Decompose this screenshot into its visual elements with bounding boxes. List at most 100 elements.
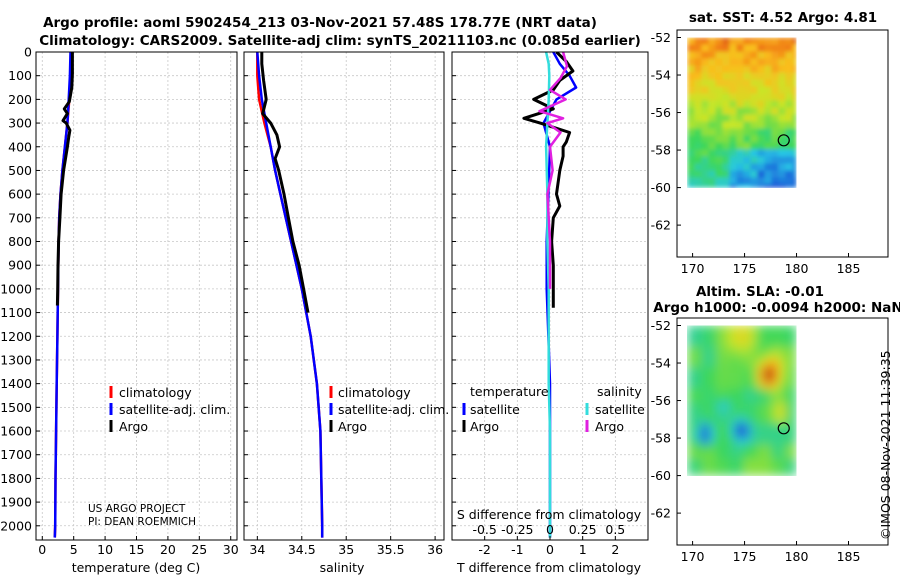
map-cell bbox=[729, 170, 737, 179]
map-cell bbox=[771, 121, 779, 130]
map-cell bbox=[785, 93, 793, 102]
map-cell bbox=[771, 163, 779, 172]
map-cell bbox=[722, 170, 730, 179]
y-tick-label: 1600 bbox=[0, 424, 32, 439]
map-cell bbox=[708, 444, 716, 453]
map-cell bbox=[764, 163, 772, 172]
map-cell bbox=[708, 177, 716, 186]
map-cell bbox=[750, 51, 758, 60]
map-cell bbox=[715, 114, 723, 123]
map-cell bbox=[722, 353, 730, 362]
map-cell bbox=[785, 465, 793, 474]
map-cell bbox=[771, 72, 779, 81]
map-cell bbox=[771, 332, 779, 341]
map-cell bbox=[785, 360, 793, 369]
map-cell bbox=[778, 149, 786, 158]
map-cell bbox=[722, 44, 730, 53]
map-cell bbox=[771, 395, 779, 404]
map-cell bbox=[771, 37, 779, 46]
map-cell bbox=[708, 44, 716, 53]
map-cell bbox=[778, 170, 786, 179]
map-cell bbox=[736, 184, 744, 188]
map-cell bbox=[757, 184, 765, 188]
map-cell bbox=[729, 135, 737, 144]
map-cell bbox=[687, 416, 695, 425]
map-cell bbox=[778, 367, 786, 376]
map-cell bbox=[792, 72, 797, 81]
map-cell bbox=[715, 395, 723, 404]
map-cell bbox=[771, 93, 779, 102]
map-cell bbox=[757, 430, 765, 439]
map-cell bbox=[785, 353, 793, 362]
map-cell bbox=[792, 170, 797, 179]
map-cell bbox=[715, 100, 723, 109]
map-cell bbox=[708, 107, 716, 116]
map-cell bbox=[771, 170, 779, 179]
map-cell bbox=[729, 416, 737, 425]
map-cell bbox=[778, 332, 786, 341]
map-cell bbox=[736, 107, 744, 116]
map-cell bbox=[757, 472, 765, 476]
map-cell bbox=[743, 65, 751, 74]
map-cell bbox=[743, 339, 751, 348]
map-cell bbox=[778, 72, 786, 81]
figure-title-line2: Climatology: CARS2009. Satellite-adj cli… bbox=[39, 33, 641, 49]
map-cell bbox=[792, 128, 797, 137]
float-position-marker bbox=[777, 422, 790, 435]
map-y-tick-label: -54 bbox=[651, 68, 671, 83]
y-tick-label: 100 bbox=[8, 68, 32, 83]
legend-label-climatology: climatology bbox=[119, 385, 192, 400]
map-cell bbox=[785, 121, 793, 130]
map-cell bbox=[792, 86, 797, 95]
map-cell bbox=[694, 93, 702, 102]
map-cell bbox=[778, 37, 786, 46]
temperature-legend: climatology satellite-adj. clim. Argo bbox=[109, 385, 230, 434]
map-cell bbox=[722, 100, 730, 109]
map-cell bbox=[750, 465, 758, 474]
map-cell bbox=[785, 72, 793, 81]
map-cell bbox=[771, 149, 779, 158]
map-cell bbox=[729, 100, 737, 109]
map-cell bbox=[715, 79, 723, 88]
map-cell bbox=[778, 79, 786, 88]
map-cell bbox=[722, 409, 730, 418]
map-cell bbox=[701, 37, 709, 46]
map-cell bbox=[771, 465, 779, 474]
y-tick-label: 1700 bbox=[0, 447, 32, 462]
map-cell bbox=[771, 128, 779, 137]
map-cell bbox=[771, 472, 779, 476]
map-cell bbox=[687, 79, 695, 88]
map-cell bbox=[764, 367, 772, 376]
map-cell bbox=[729, 114, 737, 123]
map-cell bbox=[764, 325, 772, 334]
map-cell bbox=[708, 128, 716, 137]
map-cell bbox=[778, 444, 786, 453]
map-cell bbox=[694, 353, 702, 362]
map-cell bbox=[722, 107, 730, 116]
map-cell bbox=[764, 44, 772, 53]
map-cell bbox=[771, 381, 779, 390]
map-cell bbox=[694, 388, 702, 397]
map-cell bbox=[778, 325, 786, 334]
map-cell bbox=[757, 444, 765, 453]
map-cell bbox=[687, 353, 695, 362]
map-cell bbox=[792, 156, 797, 165]
map-cell bbox=[771, 430, 779, 439]
map-cell bbox=[694, 423, 702, 432]
map-cell bbox=[792, 135, 797, 144]
map-cell bbox=[771, 100, 779, 109]
map-cell bbox=[764, 423, 772, 432]
map-cell bbox=[743, 332, 751, 341]
x-tick-label: 2 bbox=[611, 542, 619, 557]
map-cell bbox=[778, 409, 786, 418]
map-cell bbox=[750, 346, 758, 355]
map-cell bbox=[701, 58, 709, 67]
map-cell bbox=[729, 184, 737, 188]
map-y-tick-label: -60 bbox=[651, 468, 671, 483]
map-cell bbox=[771, 444, 779, 453]
y-tick-label: 1000 bbox=[0, 281, 32, 296]
map-cell bbox=[764, 58, 772, 67]
map-cell bbox=[701, 374, 709, 383]
map-cell bbox=[729, 402, 737, 411]
